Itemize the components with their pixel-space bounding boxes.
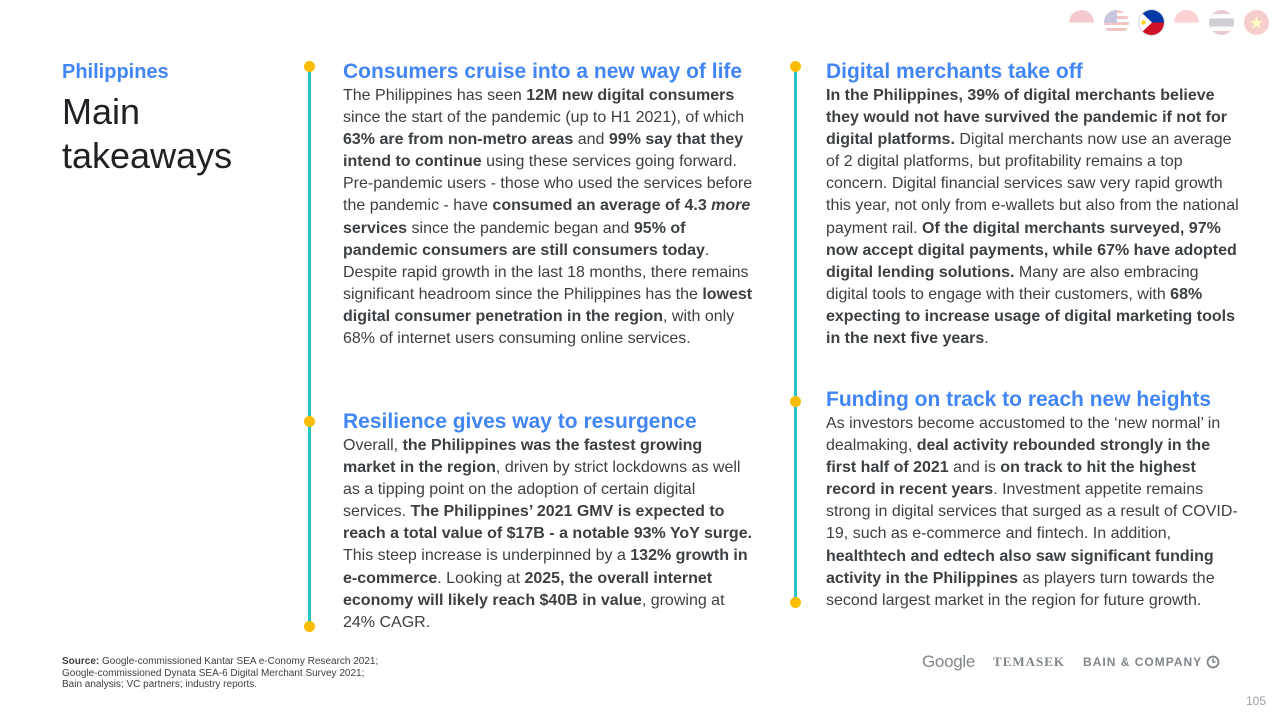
temasek-logo: TEMASEK [993,654,1066,669]
indonesia-flag-icon[interactable] [1069,10,1094,35]
section-heading: Digital merchants take off [826,60,1083,83]
body-text-run: The Philippines’ 2021 GMV is expected to… [343,503,753,543]
body-text-run: , with only 68% of internet users consum… [343,307,735,348]
body-text-run: This steep increase is underpinned by a [343,547,631,565]
singapore-flag-icon[interactable] [1174,10,1199,35]
body-text-run: 63% are from non-metro areas [343,131,574,149]
body-text-run: and [573,131,609,149]
section-resilience: Resilience gives way to resurgence Overa… [343,409,758,634]
body-text-run: 132% growth in e-commerce [343,547,748,587]
section-body: Overall, the Philippines was the fastest… [343,435,758,634]
body-text-run: the Philippines was the fastest growing … [343,437,703,477]
body-text-run: 95% of pandemic consumers are still cons… [343,219,705,259]
body-text-run: . [984,330,989,348]
body-text-run: services [343,219,408,237]
body-text-run: Overall, [343,437,403,454]
vietnam-flag-icon[interactable] [1244,10,1269,35]
body-text-run: lowest digital consumer penetration in t… [343,285,753,325]
page-number: 105 [1245,694,1266,708]
thailand-flag-icon[interactable] [1209,10,1234,35]
timeline-dot [790,396,801,407]
body-text-run: consumed an average of 4.3 [492,197,712,215]
section-heading: Resilience gives way to resurgence [343,410,697,433]
timeline-dot [304,416,315,427]
section-funding: Funding on track to reach new heights As… [826,387,1241,612]
body-text-run: and is [948,459,1001,477]
source-line: Bain analysis; VC partners; industry rep… [62,679,258,690]
page-title: Main takeaways [62,91,233,176]
body-text-run: since the pandemic began and [407,219,634,237]
google-logo: Google [922,652,976,671]
country-flags [1069,10,1269,35]
body-text-run: Digital merchants now use an average of … [826,131,1239,237]
source-line: Google-commissioned Kantar SEA e-Conomy … [99,656,379,667]
source-note: Source: Google-commissioned Kantar SEA e… [62,656,378,691]
section-body: The Philippines has seen 12M new digital… [343,85,758,350]
bain-logo-text: BAIN & COMPANY [1083,655,1203,669]
section-body: In the Philippines, 39% of digital merch… [826,85,1241,350]
body-text-run: 99% say that they intend to continue [343,131,744,171]
malaysia-flag-icon[interactable] [1104,10,1129,35]
body-text-run: deal activity rebounded strongly in the … [826,437,1211,477]
body-text-run: more [711,197,751,215]
body-text-run: on track to hit the highest record in re… [826,459,1196,499]
section-body: As investors become accustomed to the ‘n… [826,413,1241,612]
body-text-run: . Investment appetite remains strong in … [826,481,1238,543]
timeline-line-left [308,66,311,627]
section-heading: Funding on track to reach new heights [826,388,1212,411]
body-text-run: As investors become accustomed to the ‘n… [826,415,1221,455]
body-text-run: In the Philippines, 39% of digital merch… [826,87,1227,149]
body-text-run: 12M new digital consumers [526,87,735,104]
source-line: Google-commissioned Dynata SEA-6 Digital… [62,667,365,679]
timeline-dot [304,61,315,72]
country-label: Philippines [62,61,169,83]
body-text-run: , growing at 24% CAGR. [343,591,725,631]
section-merchants: Digital merchants take off In the Philip… [826,59,1241,350]
body-text-run: healthtech and edtech also saw significa… [826,547,1214,587]
body-text-run: . Looking at [437,569,525,587]
body-text-run: Of the digital merchants surveyed, 97% n… [826,219,1237,281]
timeline-dot [304,621,315,632]
timeline-line-right [794,66,797,603]
section-heading: Consumers cruise into a new way of life [343,60,743,83]
body-text-run: , driven by strict lockdowns as well as … [343,459,741,521]
timeline-dot [790,597,801,608]
timeline-dot [790,61,801,72]
section-consumers: Consumers cruise into a new way of life … [343,59,758,350]
body-text-run: as players turn towards the second large… [826,569,1215,609]
body-text-run: since the start of the pandemic (up to H… [343,109,745,127]
body-text-run: . Despite rapid growth in the last 18 mo… [343,241,749,303]
bain-mark-icon [1206,655,1220,669]
body-text-run: using these services going forward. Pre-… [343,153,753,215]
source-label: Source: [62,656,100,667]
body-text-run: 68% expecting to increase usage of digit… [826,285,1235,348]
partner-logos: Google TEMASEK BAIN & COMPANY [922,652,1220,672]
body-text-run: Many are also embracing digital tools to… [826,263,1199,303]
bain-logo: BAIN & COMPANY [1083,655,1220,669]
body-text-run: 2025, the overall internet economy will … [343,569,713,609]
philippines-flag-icon[interactable] [1139,10,1164,35]
body-text-run: The Philippines has seen [343,87,527,104]
